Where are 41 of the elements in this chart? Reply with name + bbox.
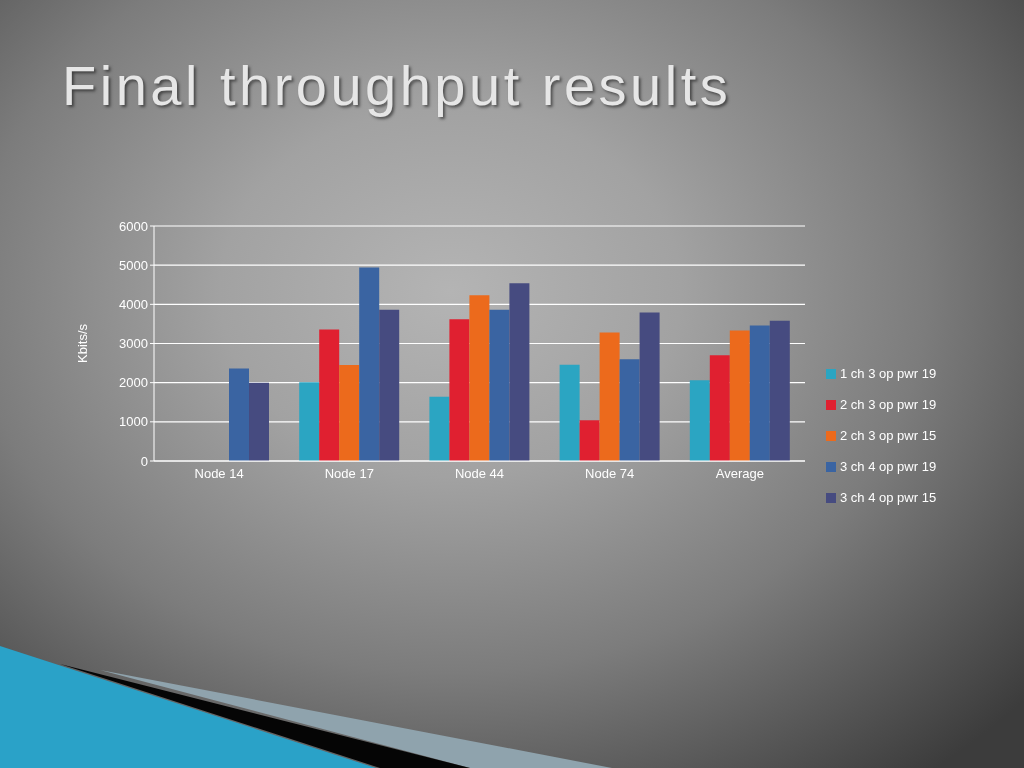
legend-label: 2 ch 3 op pwr 19 [840,397,937,412]
bar [359,267,380,461]
bar [339,365,360,461]
x-tick-label: Node 17 [324,466,374,482]
bar [689,380,710,461]
legend-label: 3 ch 4 op pwr 15 [840,490,937,505]
y-tick-label: 1000 [119,414,148,430]
bar [599,332,620,461]
bar [229,368,249,461]
bar [769,320,790,461]
x-tick-label: Node 14 [194,466,244,482]
bar [379,309,400,461]
y-tick-label: 3000 [119,336,148,352]
y-tick-label: 4000 [119,296,148,312]
bar [489,309,510,461]
legend-label: 1 ch 3 op pwr 19 [840,366,937,381]
bar [299,382,320,461]
bar [469,295,490,461]
y-tick-label: 6000 [119,218,148,234]
bar [749,325,770,461]
x-tick-label: Node 44 [454,466,505,482]
bar [729,330,750,461]
y-tick-label: 0 [140,453,148,469]
bar [619,359,640,461]
x-tick-label: Node 74 [585,466,635,482]
x-tick-label: Average [715,466,764,482]
bar [449,319,470,461]
bar [319,329,340,461]
y-tick-label: 5000 [119,257,148,273]
bar [249,382,269,461]
bar [509,283,530,461]
chart-title: Final throughput results [62,54,732,117]
bar [639,312,660,461]
bar [429,396,450,461]
legend-label: 3 ch 4 op pwr 19 [840,459,937,474]
legend-label: 2 ch 3 op pwr 15 [840,428,937,443]
y-axis-title: Kbits/s [74,323,90,364]
bar [559,364,580,461]
bar [709,355,730,461]
bar [579,420,600,461]
y-tick-label: 2000 [119,375,148,391]
